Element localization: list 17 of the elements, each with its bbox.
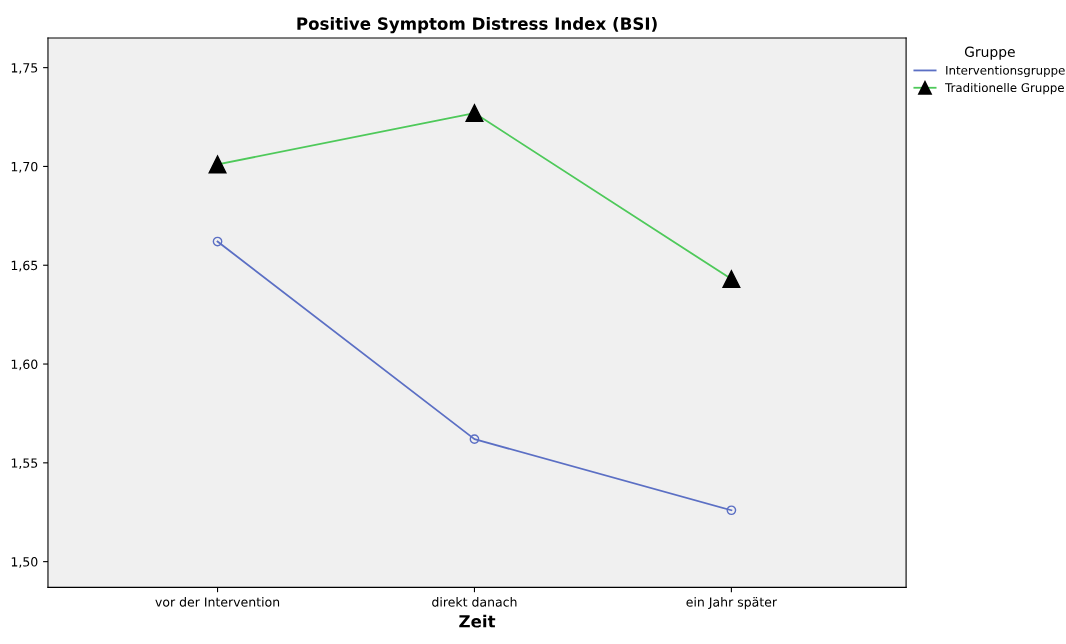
x-tick-label: direkt danach: [432, 597, 517, 607]
y-tick-label: 1,70: [11, 161, 38, 173]
legend-title: Gruppe: [964, 46, 1015, 60]
legend-label: Interventionsgruppe: [946, 65, 1065, 78]
y-tick-label: 1,65: [11, 260, 38, 272]
chart-title: Positive Symptom Distress Index (BSI): [297, 17, 657, 34]
point: [726, 505, 737, 516]
x-tick-label: ein Jahr später: [686, 597, 778, 610]
legend-label: Traditionelle Gruppe: [945, 82, 1064, 95]
point: [469, 434, 480, 444]
x-tick-label: vor der Intervention: [155, 597, 280, 607]
x-axis-title: Zeit: [459, 614, 496, 628]
y-tick-label: 1,50: [11, 557, 38, 568]
y-tick-label: 1,60: [11, 359, 38, 371]
y-tick-label: 1,75: [11, 63, 38, 74]
y-tick-label: 1,55: [11, 458, 38, 470]
point: [212, 236, 223, 247]
